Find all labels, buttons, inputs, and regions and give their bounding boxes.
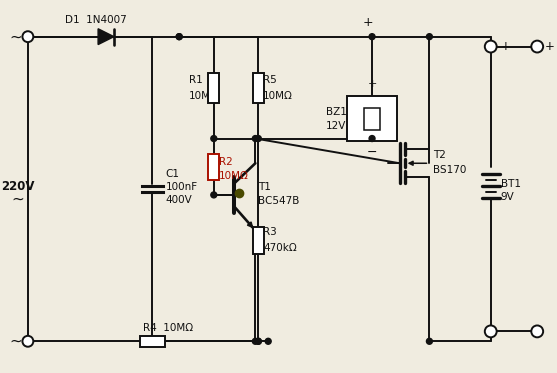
Text: 220V: 220V [1,181,35,194]
Text: 100nF: 100nF [165,182,198,192]
Circle shape [427,338,432,344]
Text: +: + [545,40,555,53]
Text: D1  1N4007: D1 1N4007 [66,15,127,25]
Circle shape [485,41,497,53]
Circle shape [255,338,261,344]
Circle shape [22,336,33,347]
Text: BZ1: BZ1 [326,107,346,117]
Circle shape [427,34,432,40]
Circle shape [255,135,261,141]
Circle shape [252,338,258,344]
Bar [253,226,264,254]
Text: 400V: 400V [165,195,192,205]
Circle shape [531,41,543,53]
Bar [253,73,264,103]
Bar [364,108,380,130]
Circle shape [369,135,375,141]
Circle shape [211,135,217,141]
Text: R4  10MΩ: R4 10MΩ [143,323,193,333]
Bar [140,336,165,347]
Text: BS170: BS170 [433,165,467,175]
Text: ~: ~ [9,29,22,44]
Circle shape [369,34,375,40]
Text: BT1: BT1 [501,179,521,189]
Text: C1: C1 [165,169,179,179]
Text: R5: R5 [263,75,277,85]
Circle shape [22,31,33,42]
Text: +: + [368,79,377,88]
Text: ~: ~ [9,334,22,349]
Text: 470kΩ: 470kΩ [263,243,297,253]
Text: BC547B: BC547B [258,196,300,206]
Text: R2: R2 [219,157,232,167]
Text: 9V: 9V [501,192,514,202]
Bar [348,97,397,141]
Text: 10MΩ: 10MΩ [219,171,248,181]
Text: −: − [367,146,377,159]
Text: R1: R1 [189,75,203,85]
Text: +: + [363,16,373,29]
Circle shape [485,326,497,337]
Text: 10MΩ: 10MΩ [263,91,293,101]
Circle shape [531,326,543,337]
Bar [208,73,219,103]
Circle shape [176,34,182,40]
Text: ~: ~ [12,191,25,206]
Text: T2: T2 [433,150,446,160]
Circle shape [265,338,271,344]
Text: T1: T1 [258,182,271,192]
Text: R3: R3 [263,228,277,238]
Circle shape [211,192,217,198]
Polygon shape [98,29,114,45]
Text: +: + [501,40,511,53]
Text: 12V: 12V [326,121,346,131]
Circle shape [176,34,182,40]
Text: 10MΩ: 10MΩ [189,91,219,101]
Circle shape [252,135,258,141]
Bar [208,154,219,180]
Circle shape [255,338,261,344]
